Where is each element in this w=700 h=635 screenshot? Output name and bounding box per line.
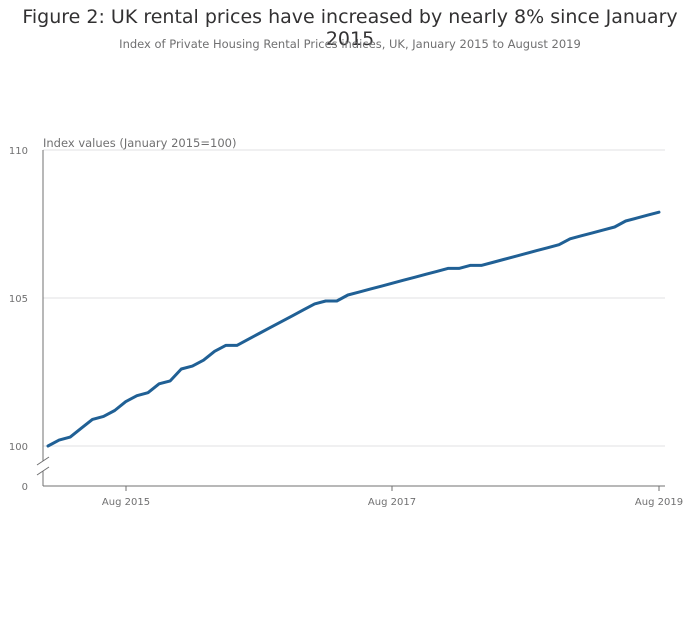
xtick-aug-2017: Aug 2017 <box>368 497 416 508</box>
ytick-100: 100 <box>9 442 28 453</box>
axis-break-icon <box>36 456 50 476</box>
xtick-aug-2019: Aug 2019 <box>635 497 683 508</box>
y-axis-label: Index values (January 2015=100) <box>43 136 236 150</box>
ytick-110: 110 <box>9 146 28 157</box>
series-line <box>46 210 661 448</box>
ytick-0: 0 <box>22 482 28 493</box>
xtick-aug-2015: Aug 2015 <box>102 497 150 508</box>
ytick-105: 105 <box>9 294 28 305</box>
chart-subtitle: Index of Private Housing Rental Prices i… <box>119 37 581 51</box>
chart-title: Figure 2: UK rental prices have increase… <box>22 6 678 50</box>
